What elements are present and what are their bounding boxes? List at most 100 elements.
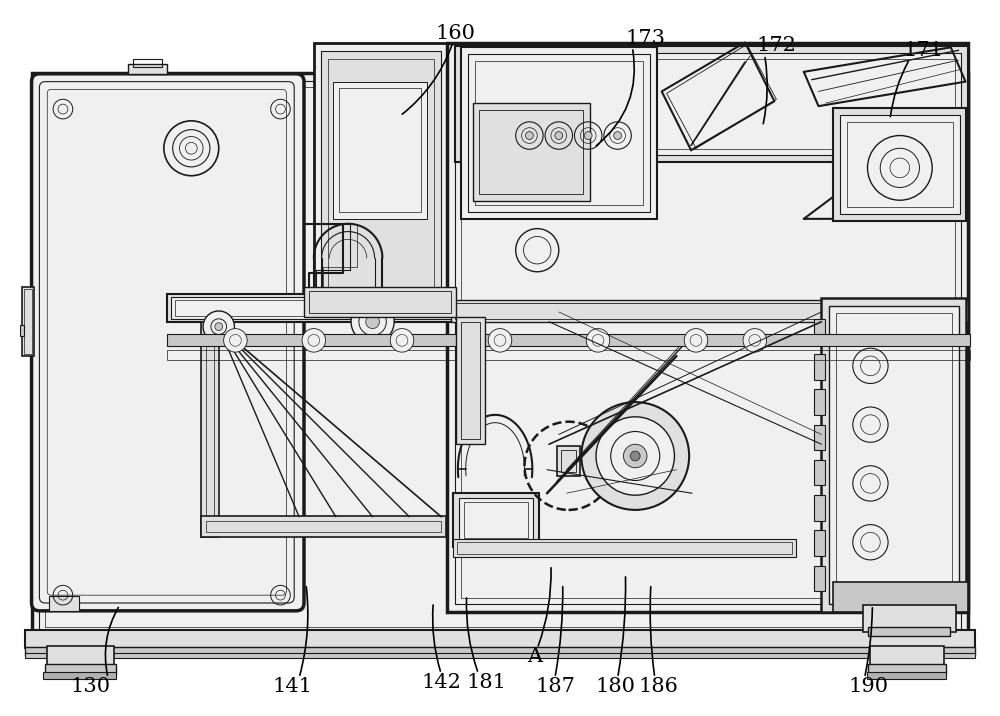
Circle shape: [215, 323, 223, 331]
Circle shape: [614, 132, 622, 140]
FancyBboxPatch shape: [39, 82, 294, 603]
FancyArrowPatch shape: [650, 586, 654, 675]
Text: A: A: [527, 647, 542, 666]
Bar: [49, 596, 79, 611]
Bar: [447, 44, 968, 611]
Bar: [868, 664, 946, 674]
Bar: [829, 306, 959, 604]
Bar: [43, 672, 116, 679]
Circle shape: [203, 311, 234, 342]
FancyArrowPatch shape: [402, 45, 452, 115]
Bar: [468, 54, 650, 212]
Bar: [309, 291, 451, 313]
Bar: [456, 317, 485, 444]
Bar: [459, 498, 533, 542]
Text: 190: 190: [848, 677, 889, 696]
Bar: [45, 664, 116, 674]
Circle shape: [488, 329, 512, 352]
Bar: [453, 539, 796, 557]
Bar: [455, 52, 961, 604]
Bar: [132, 59, 162, 67]
Bar: [821, 299, 966, 611]
FancyArrowPatch shape: [865, 608, 872, 675]
Text: 181: 181: [466, 672, 506, 692]
Bar: [321, 52, 441, 304]
Polygon shape: [662, 42, 774, 150]
Text: 180: 180: [596, 677, 636, 696]
Bar: [461, 321, 480, 440]
Bar: [463, 53, 961, 155]
Bar: [814, 495, 825, 521]
Bar: [451, 300, 968, 321]
Circle shape: [630, 451, 640, 461]
Bar: [814, 390, 825, 415]
Bar: [814, 319, 825, 344]
Circle shape: [581, 402, 689, 510]
Bar: [867, 672, 946, 679]
Bar: [175, 300, 448, 316]
Circle shape: [868, 135, 932, 200]
Circle shape: [853, 348, 888, 384]
Bar: [171, 297, 452, 319]
Bar: [453, 493, 539, 547]
Text: 171: 171: [903, 41, 943, 60]
Text: 142: 142: [421, 672, 461, 692]
Circle shape: [584, 132, 592, 140]
Bar: [840, 115, 960, 214]
Bar: [39, 81, 961, 632]
Circle shape: [586, 329, 610, 352]
Bar: [814, 354, 825, 379]
Bar: [167, 294, 456, 321]
Text: 187: 187: [535, 677, 575, 696]
FancyArrowPatch shape: [538, 568, 551, 646]
Bar: [314, 44, 448, 311]
Bar: [461, 47, 657, 219]
Bar: [25, 647, 975, 655]
Circle shape: [853, 466, 888, 501]
Bar: [448, 160, 458, 199]
Bar: [833, 108, 966, 221]
FancyArrowPatch shape: [433, 605, 440, 671]
Bar: [814, 566, 825, 591]
Circle shape: [302, 329, 326, 352]
Bar: [469, 59, 955, 149]
Text: 173: 173: [625, 29, 665, 48]
Bar: [167, 334, 970, 347]
Bar: [479, 110, 583, 194]
FancyArrowPatch shape: [466, 598, 478, 671]
Bar: [833, 582, 968, 611]
Text: 186: 186: [639, 677, 679, 696]
Circle shape: [596, 417, 674, 495]
Bar: [25, 631, 975, 648]
Bar: [32, 73, 968, 639]
Bar: [20, 324, 24, 337]
Bar: [45, 87, 955, 626]
Bar: [464, 502, 528, 538]
Bar: [206, 521, 441, 533]
Bar: [328, 59, 434, 297]
Text: 130: 130: [70, 677, 110, 696]
Circle shape: [853, 525, 888, 560]
Bar: [863, 605, 956, 632]
Bar: [201, 516, 446, 537]
Polygon shape: [804, 160, 968, 219]
Circle shape: [684, 329, 708, 352]
Circle shape: [390, 329, 414, 352]
Bar: [128, 64, 167, 74]
FancyArrowPatch shape: [618, 577, 626, 675]
Bar: [814, 425, 825, 450]
Text: 172: 172: [756, 37, 796, 55]
Circle shape: [366, 315, 379, 329]
Circle shape: [525, 132, 533, 140]
Circle shape: [555, 132, 563, 140]
Bar: [557, 446, 580, 475]
Bar: [868, 626, 950, 637]
FancyArrowPatch shape: [105, 607, 118, 675]
Circle shape: [853, 407, 888, 442]
FancyArrowPatch shape: [555, 586, 563, 675]
Bar: [836, 313, 952, 597]
Bar: [24, 289, 32, 354]
Bar: [333, 82, 426, 219]
Bar: [814, 460, 825, 485]
Text: 141: 141: [272, 677, 312, 696]
